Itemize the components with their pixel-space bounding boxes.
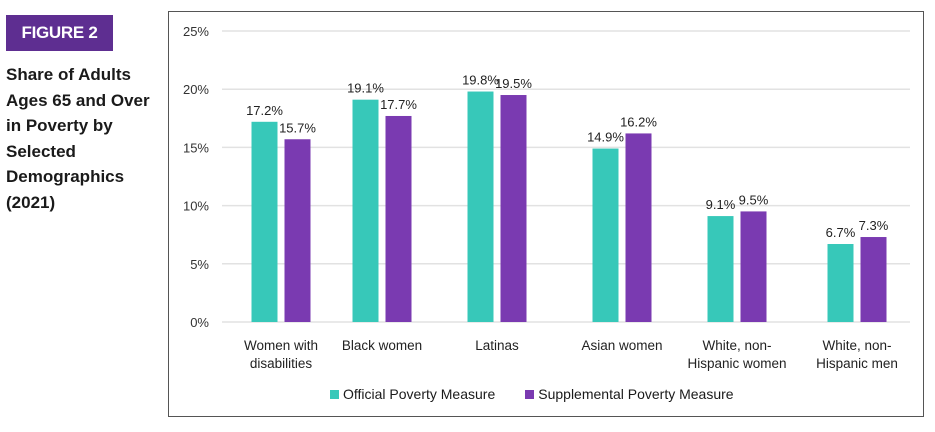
legend-item-official: Official Poverty Measure [330, 386, 495, 402]
bar [352, 99, 379, 323]
chart-frame [168, 11, 924, 417]
legend-label-official: Official Poverty Measure [343, 386, 496, 402]
x-tick-label: Asian women [581, 338, 662, 353]
x-tick-label: Hispanic women [687, 356, 786, 371]
figure-badge: FIGURE 2 [6, 15, 113, 51]
data-label: 7.3% [859, 218, 889, 233]
y-tick-label: 10% [183, 199, 209, 214]
data-label: 19.5% [495, 76, 532, 91]
data-label: 9.5% [739, 192, 769, 207]
y-tick-label: 25% [183, 24, 209, 39]
x-tick-label: Black women [342, 338, 422, 353]
legend-swatch-official [330, 389, 339, 399]
x-tick-label: Hispanic men [816, 356, 898, 371]
y-tick-label: 0% [190, 315, 209, 330]
bar [467, 91, 494, 322]
data-label: 16.2% [620, 114, 657, 129]
x-tick-label: White, non- [822, 338, 891, 353]
legend: Official Poverty Measure Supplemental Po… [330, 386, 734, 402]
bar [827, 244, 854, 322]
bar [740, 211, 767, 322]
bar [860, 237, 887, 322]
x-tick-label: White, non- [702, 338, 771, 353]
data-label: 19.1% [347, 81, 384, 96]
legend-item-supplemental: Supplemental Poverty Measure [525, 386, 734, 402]
bar [251, 121, 278, 323]
y-tick-label: 15% [183, 140, 209, 155]
data-label: 14.9% [587, 130, 624, 145]
y-tick-label: 20% [183, 82, 209, 97]
data-label: 15.7% [279, 120, 316, 135]
x-tick-label: disabilities [250, 356, 313, 371]
data-label: 17.2% [246, 103, 283, 118]
data-label: 19.8% [462, 73, 499, 88]
data-label: 9.1% [706, 197, 736, 212]
data-label: 6.7% [826, 225, 856, 240]
y-tick-label: 5% [190, 257, 209, 272]
x-tick-label: Latinas [475, 338, 519, 353]
x-tick-label: Women with [244, 338, 318, 353]
bar [284, 139, 311, 322]
bar [385, 115, 412, 322]
bar [625, 133, 652, 322]
legend-swatch-supplemental [525, 389, 535, 399]
chart-title: Share of Adults Ages 65 and Over in Pove… [6, 65, 150, 212]
bar [707, 216, 734, 322]
data-label: 17.7% [380, 97, 417, 112]
bar [592, 148, 619, 322]
legend-label-supplemental: Supplemental Poverty Measure [538, 386, 734, 402]
bar [500, 95, 527, 323]
